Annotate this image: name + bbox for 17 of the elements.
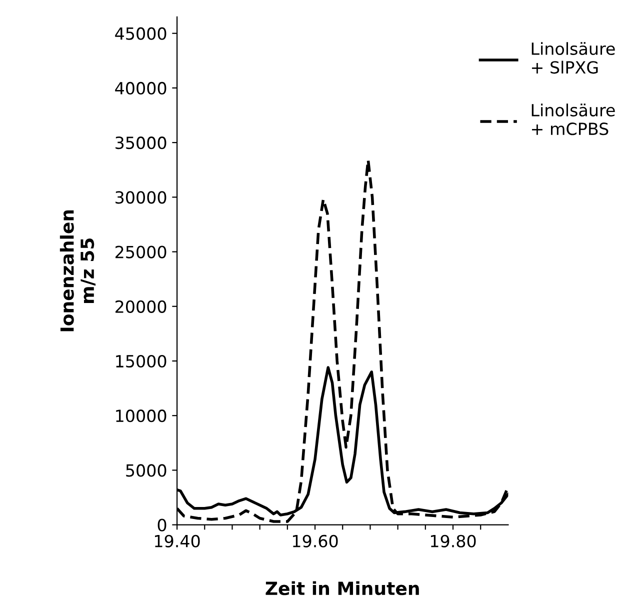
y-tick-label: 45000 <box>115 27 166 40</box>
x-tick-label: 19.80 <box>430 534 476 548</box>
x-axis-title: Zeit in Minuten <box>266 581 419 596</box>
y-tick-label: 15000 <box>116 354 166 368</box>
y-tick-label: 25000 <box>116 246 166 258</box>
y-tick-label: 20000 <box>116 300 166 313</box>
y-axis-title: Ionenzahlen m/z 55 <box>60 210 96 332</box>
legend-label: Linolsäure + SlPXG <box>532 42 615 74</box>
x-tick-label: 19.40 <box>155 534 200 548</box>
legend-label: Linolsäure + mCPBS <box>532 104 615 136</box>
y-tick-label: 40000 <box>115 82 166 95</box>
y-tick-label: 5000 <box>126 464 166 477</box>
y-tick-label: 10000 <box>116 410 166 422</box>
y-tick-label: 30000 <box>116 191 166 204</box>
y-tick-label: 35000 <box>116 136 166 150</box>
x-tick-label: 19.60 <box>292 534 338 548</box>
y-tick-label: 0 <box>158 518 166 532</box>
